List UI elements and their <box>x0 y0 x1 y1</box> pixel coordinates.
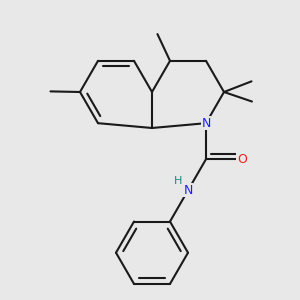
Text: H: H <box>174 176 182 186</box>
Text: N: N <box>201 117 211 130</box>
Text: O: O <box>237 153 247 166</box>
Text: N: N <box>183 184 193 197</box>
